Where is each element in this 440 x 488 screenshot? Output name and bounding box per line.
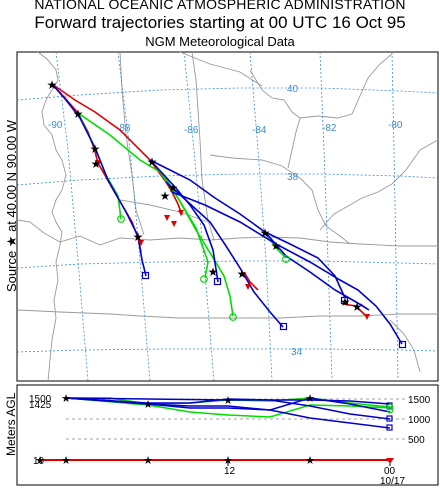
svg-text:★: ★: [90, 142, 101, 156]
lat-label: 38: [287, 172, 299, 183]
map-labels: -90 -88 -86 -84 -82 -80 40 38 34: [48, 84, 403, 358]
height-star-markers: ★ ★ ★ ★ ★ ★ ★ ★ ★: [35, 392, 315, 467]
svg-text:★: ★: [61, 454, 71, 467]
height-labels: 1500 1000 500 1500 1425 10 12 00 10/17: [29, 394, 431, 487]
time-label: 12: [224, 466, 236, 477]
plot-title: Forward trajectories starting at 00 UTC …: [34, 13, 406, 32]
trajectory-blue: [149, 159, 219, 283]
trajectory-blue: [51, 83, 147, 277]
svg-text:★: ★: [260, 226, 271, 240]
start-height: 1425: [29, 400, 52, 411]
svg-text:★: ★: [61, 392, 71, 405]
svg-text:★: ★: [305, 454, 315, 467]
lat-lon-grid: [16, 51, 439, 382]
svg-text:★: ★: [340, 295, 351, 309]
trajectory-red: [342, 303, 367, 317]
lon-label: -82: [322, 123, 337, 134]
map-frame: [16, 51, 439, 382]
svg-text:★: ★: [143, 454, 153, 467]
agency-title: NATIONAL OCEANIC ATMOSPHERIC ADMINISTRAT…: [34, 0, 406, 12]
svg-text:★: ★: [73, 107, 84, 121]
height-tick: 500: [408, 435, 425, 446]
svg-text:★: ★: [237, 267, 248, 281]
trajectory-green: [77, 112, 209, 279]
trajectory-blue: [165, 181, 284, 328]
svg-text:★: ★: [223, 454, 233, 467]
svg-text:★: ★: [47, 78, 58, 92]
svg-text:★: ★: [305, 392, 315, 405]
trajectory-red: [243, 271, 259, 291]
height-tick: 1000: [408, 415, 431, 426]
start-height: 10: [33, 456, 45, 467]
svg-text:★: ★: [168, 181, 179, 195]
star-markers: ★ ★ ★ ★ ★ ★ ★ ★ ★ ★ ★ ★ ★ ★: [47, 78, 363, 314]
trajectory-green: [149, 159, 234, 317]
lon-label: -80: [388, 120, 403, 131]
svg-text:★: ★: [352, 300, 363, 314]
lat-label: 34: [291, 347, 303, 358]
state-borders: [17, 51, 439, 382]
svg-text:★: ★: [160, 189, 171, 203]
lon-label: -88: [116, 123, 131, 134]
trajectory-endpoints: [117, 215, 407, 349]
svg-text:★: ★: [208, 265, 219, 279]
lon-label: -84: [252, 125, 267, 136]
svg-text:★: ★: [91, 157, 102, 171]
trajectory-blue: [171, 191, 403, 345]
lat-label: 40: [287, 84, 299, 95]
height-endpoints: [386, 402, 394, 431]
svg-text:★: ★: [143, 398, 153, 411]
start-height: 1500: [29, 394, 52, 405]
height-red-marker: [386, 458, 394, 464]
time-label: 10/17: [380, 476, 405, 487]
svg-text:★: ★: [271, 239, 282, 253]
red-triangle-markers: [95, 160, 370, 320]
lon-label: -86: [184, 125, 199, 136]
svg-text:★: ★: [147, 155, 158, 169]
dataset-label: NGM Meteorological Data: [145, 34, 295, 49]
time-label: 00: [384, 466, 396, 477]
lon-label: -90: [48, 120, 63, 131]
svg-text:★: ★: [35, 454, 45, 467]
height-traces: [40, 397, 391, 461]
svg-text:★: ★: [223, 394, 233, 407]
height-tick: 1500: [408, 395, 431, 406]
height-panel-frame: [16, 384, 439, 486]
svg-text:★: ★: [133, 230, 144, 244]
